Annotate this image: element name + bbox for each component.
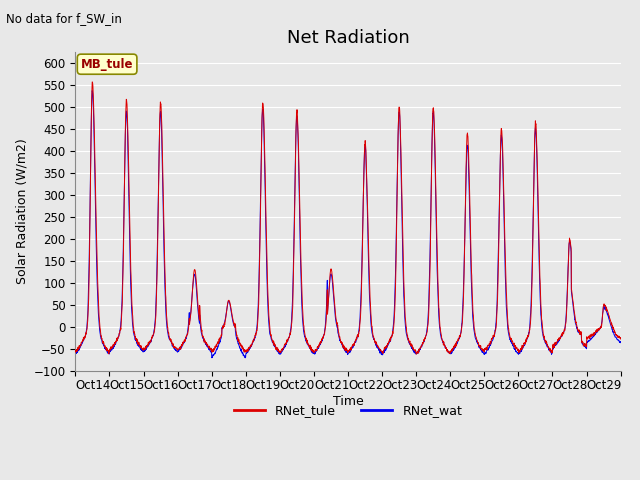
Legend: RNet_tule, RNet_wat: RNet_tule, RNet_wat bbox=[229, 399, 467, 422]
Text: No data for f_SW_in: No data for f_SW_in bbox=[6, 12, 122, 25]
Text: MB_tule: MB_tule bbox=[81, 58, 133, 71]
Y-axis label: Solar Radiation (W/m2): Solar Radiation (W/m2) bbox=[15, 139, 28, 284]
X-axis label: Time: Time bbox=[333, 395, 364, 408]
Title: Net Radiation: Net Radiation bbox=[287, 29, 410, 48]
